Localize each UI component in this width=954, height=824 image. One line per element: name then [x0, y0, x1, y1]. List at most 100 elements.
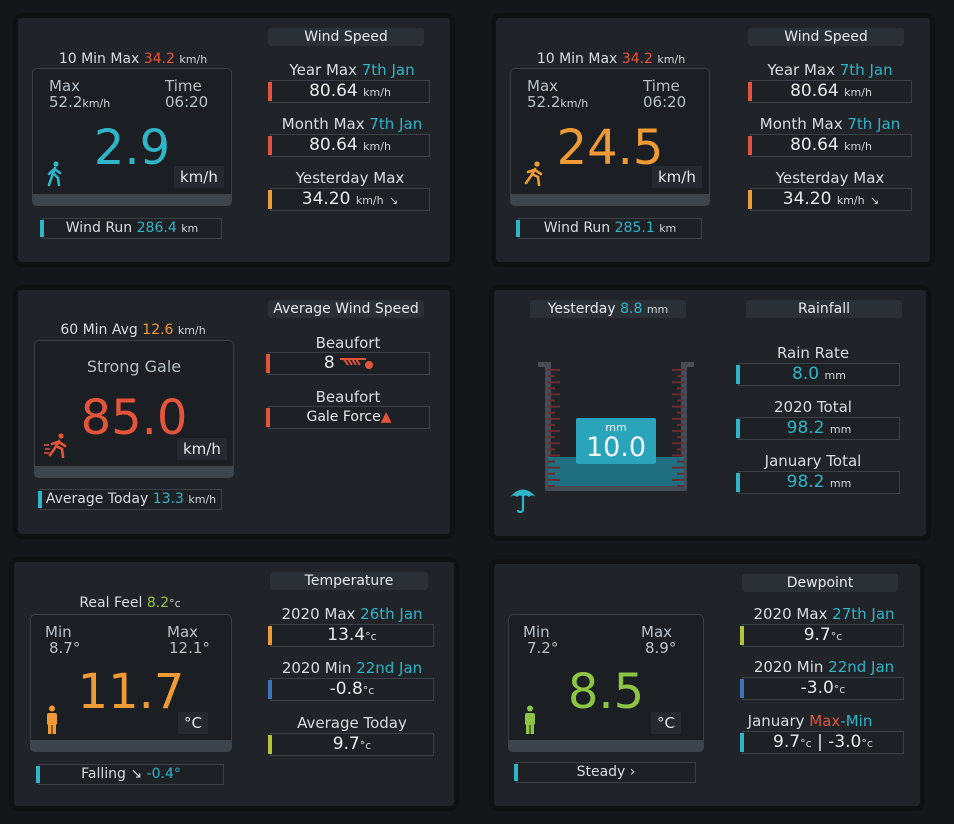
- trend-down-icon: ↘: [870, 194, 880, 207]
- year-max-label: 2020 Max 26th Jan: [281, 605, 423, 623]
- year-max-label: 2020 Max 27th Jan: [753, 605, 895, 623]
- wind-barb-icon: [340, 358, 374, 369]
- standing-person-icon: [523, 705, 537, 739]
- year-max-label: Year Max 7th Jan: [289, 61, 415, 79]
- max-label: Max: [641, 623, 673, 641]
- temperature-panel: Temperature Real Feel 8.2°c Min 8.7° Max…: [14, 562, 454, 806]
- year-min-box: -0.8°c: [268, 678, 434, 701]
- max-value: 52.2km/h: [527, 93, 589, 111]
- walking-person-icon: [45, 161, 65, 191]
- rain-rate-label: Rain Rate: [776, 344, 850, 362]
- year-total-label: 2020 Total: [774, 398, 852, 416]
- time-label: Time: [165, 77, 202, 95]
- current-temp-value: 11.7: [77, 664, 185, 720]
- month-total-box: 98.2 mm: [736, 471, 900, 494]
- yesterday-rain: Yesterday 8.8 mm: [530, 300, 686, 318]
- year-min-box: -3.0°c: [740, 677, 904, 700]
- rain-gauge-unit: mm: [605, 421, 627, 434]
- trend-down-icon: ↘: [389, 194, 399, 207]
- month-max-box: 80.64 km/h: [748, 134, 912, 157]
- min-label: Min: [45, 623, 72, 641]
- temp-trend-box: Falling ↘ -0.4°: [36, 764, 224, 785]
- max-label: Max: [527, 77, 559, 95]
- month-total-label: January Total: [764, 452, 862, 470]
- beaufort-label: Beaufort: [315, 334, 381, 352]
- current-speed-box: Max 52.2km/h Time 06:20 24.5 km/h: [510, 68, 710, 206]
- wind-speed-panel-1: Wind Speed 10 Min Max 34.2 km/h Max 52.2…: [18, 18, 450, 262]
- month-range-box: 9.7°c | -3.0°c: [740, 731, 904, 754]
- year-max-box: 13.4°c: [268, 624, 434, 647]
- current-speed-value: 2.9: [93, 120, 171, 176]
- ten-min-max: 10 Min Max 34.2 km/h: [536, 51, 686, 67]
- dewpoint-panel: Dewpoint Min 7.2° Max 8.9° 8.5 °C 2020 M…: [494, 564, 920, 806]
- panel-title: Wind Speed: [268, 28, 424, 46]
- ten-min-max: 10 Min Max 34.2 km/h: [58, 51, 208, 67]
- chevron-right-icon: ›: [629, 764, 636, 780]
- yesterday-max-box: 34.20 km/h ↘: [268, 188, 430, 211]
- current-dewpoint-box: Min 7.2° Max 8.9° 8.5 °C: [508, 614, 704, 752]
- sixty-min-avg: 60 Min Avg 12.6 km/h: [60, 322, 206, 338]
- wind-run-box: Wind Run 285.1 km: [516, 218, 702, 239]
- current-dewpoint-value: 8.5: [567, 664, 645, 720]
- current-speed-box: Strong Gale 85.0 km/h: [34, 340, 234, 478]
- speed-unit: km/h: [174, 166, 224, 188]
- year-max-box: 9.7°c: [740, 624, 904, 647]
- rain-gauge-display: mm 10.0: [576, 418, 656, 464]
- average-today-box: 9.7°c: [268, 733, 434, 756]
- month-max-box: 80.64 km/h: [268, 134, 430, 157]
- wind-speed-panel-2: Wind Speed 10 Min Max 34.2 km/h Max 52.2…: [496, 18, 930, 262]
- running-person-icon: [523, 161, 545, 191]
- panel-title: Wind Speed: [748, 28, 904, 46]
- current-temp-box: Min 8.7° Max 12.1° 11.7 °C: [30, 614, 232, 752]
- max-label: Max: [167, 623, 199, 641]
- average-today-box: Average Today 13.3 km/h: [38, 489, 222, 510]
- wind-run-box: Wind Run 286.4 km: [40, 218, 222, 239]
- year-total-box: 98.2 mm: [736, 417, 900, 440]
- yesterday-max-label: Yesterday Max: [775, 169, 885, 187]
- average-wind-panel: Average Wind Speed 60 Min Avg 12.6 km/h …: [18, 290, 450, 534]
- yesterday-max-label: Yesterday Max: [295, 169, 405, 187]
- beaufort-description-box: Gale Force▲: [266, 406, 430, 429]
- real-feel: Real Feel 8.2°c: [79, 595, 181, 611]
- month-range-label: January Max-Min: [747, 712, 873, 730]
- temp-unit: °C: [178, 712, 208, 734]
- current-speed-box: Max 52.2km/h Time 06:20 2.9 km/h: [32, 68, 232, 206]
- wind-description: Strong Gale: [86, 357, 182, 376]
- max-value: 8.9°: [645, 639, 677, 657]
- current-speed-value: 85.0: [80, 390, 188, 446]
- panel-title: Dewpoint: [742, 574, 898, 592]
- rainfall-panel: Yesterday 8.8 mm Rainfall mm 10.0 Rain R…: [494, 290, 926, 536]
- month-max-label: Month Max 7th Jan: [759, 115, 901, 133]
- current-speed-value: 24.5: [556, 120, 664, 176]
- year-max-label: Year Max 7th Jan: [767, 61, 893, 79]
- year-min-label: 2020 Min 22nd Jan: [281, 659, 423, 677]
- year-max-box: 80.64 km/h: [268, 80, 430, 103]
- trend-down-icon: ↘: [130, 766, 143, 782]
- yesterday-max-box: 34.20 km/h ↘: [748, 188, 912, 211]
- dewpoint-trend-box: Steady ›: [514, 762, 696, 783]
- min-label: Min: [523, 623, 550, 641]
- speed-unit: km/h: [652, 166, 702, 188]
- running-fast-person-icon: [43, 433, 69, 463]
- rain-gauge: mm 10.0: [538, 361, 694, 494]
- umbrella-icon: [508, 484, 538, 518]
- beaufort-number-box: 8: [266, 352, 430, 375]
- panel-title: Average Wind Speed: [268, 300, 424, 318]
- month-max-label: Month Max 7th Jan: [281, 115, 423, 133]
- speed-unit: km/h: [177, 438, 227, 460]
- time-label: Time: [643, 77, 680, 95]
- max-value: 52.2km/h: [49, 93, 111, 111]
- warning-icon: ▲: [380, 409, 392, 425]
- panel-title: Temperature: [270, 572, 428, 590]
- time-value: 06:20: [165, 93, 209, 111]
- average-today-label: Average Today: [297, 714, 407, 732]
- year-max-box: 80.64 km/h: [748, 80, 912, 103]
- time-value: 06:20: [643, 93, 687, 111]
- rain-rate-box: 8.0 mm: [736, 363, 900, 386]
- standing-person-icon: [45, 705, 59, 739]
- year-min-label: 2020 Min 22nd Jan: [753, 658, 895, 676]
- max-label: Max: [49, 77, 81, 95]
- panel-title: Rainfall: [746, 300, 902, 318]
- min-value: 8.7°: [49, 639, 81, 657]
- max-value: 12.1°: [169, 639, 210, 657]
